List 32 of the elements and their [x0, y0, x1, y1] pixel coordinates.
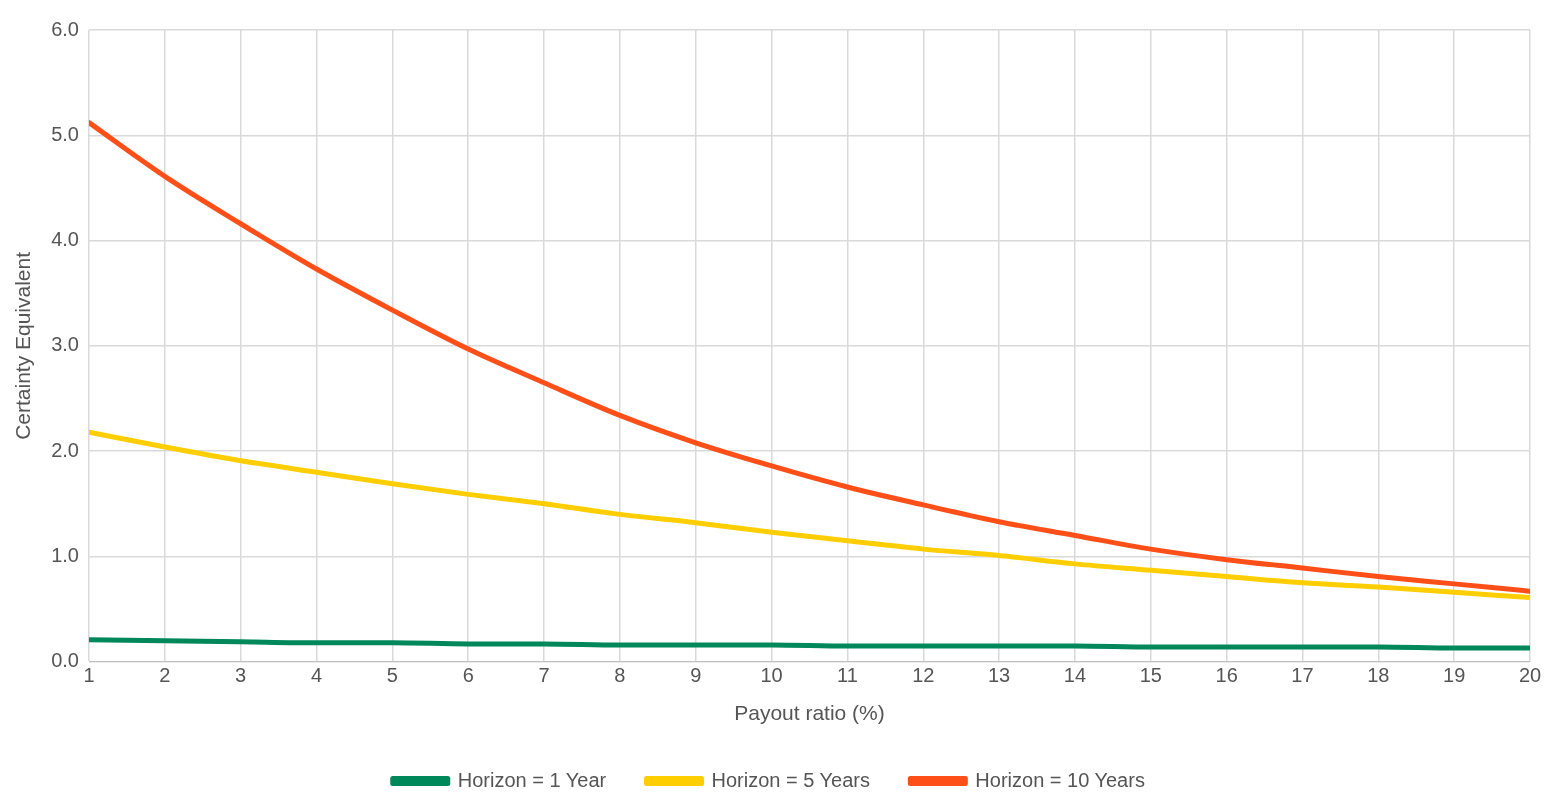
x-tick-label: 18 — [1367, 664, 1390, 687]
x-tick-label: 1 — [83, 664, 95, 687]
legend-label: Horizon = 1 Year — [457, 768, 607, 791]
x-tick-label: 11 — [837, 664, 858, 687]
y-axis-title: Certainty Equivalent — [11, 251, 35, 440]
x-tick-label: 20 — [1518, 664, 1542, 687]
y-tick-label: 4.0 — [51, 228, 79, 251]
x-tick-label: 3 — [235, 664, 247, 687]
y-tick-label: 6.0 — [51, 17, 79, 40]
y-tick-label: 3.0 — [51, 333, 79, 356]
x-axis-title: Payout ratio (%) — [734, 701, 885, 725]
x-tick-label: 8 — [614, 664, 626, 687]
x-tick-label: 4 — [310, 664, 323, 687]
x-tick-label: 9 — [690, 664, 702, 687]
y-tick-label: 5.0 — [51, 122, 79, 145]
x-tick-label: 19 — [1443, 664, 1466, 687]
x-tick-label: 14 — [1063, 664, 1087, 687]
x-tick-label: 17 — [1291, 664, 1314, 687]
x-tick-label: 13 — [987, 664, 1011, 687]
x-tick-label: 16 — [1215, 664, 1238, 687]
y-tick-label: 0.0 — [51, 649, 79, 672]
x-tick-label: 5 — [386, 664, 398, 687]
legend-label: Horizon = 10 Years — [975, 768, 1145, 791]
x-tick-label: 7 — [538, 664, 550, 687]
x-tick-label: 2 — [159, 664, 171, 687]
y-tick-label: 1.0 — [51, 544, 79, 567]
y-tick-label: 2.0 — [51, 438, 79, 461]
x-tick-label: 12 — [912, 664, 935, 687]
legend-label: Horizon = 5 Years — [711, 768, 870, 791]
x-tick-label: 6 — [462, 664, 474, 687]
x-tick-label: 15 — [1139, 664, 1162, 687]
x-tick-label: 10 — [760, 664, 783, 687]
